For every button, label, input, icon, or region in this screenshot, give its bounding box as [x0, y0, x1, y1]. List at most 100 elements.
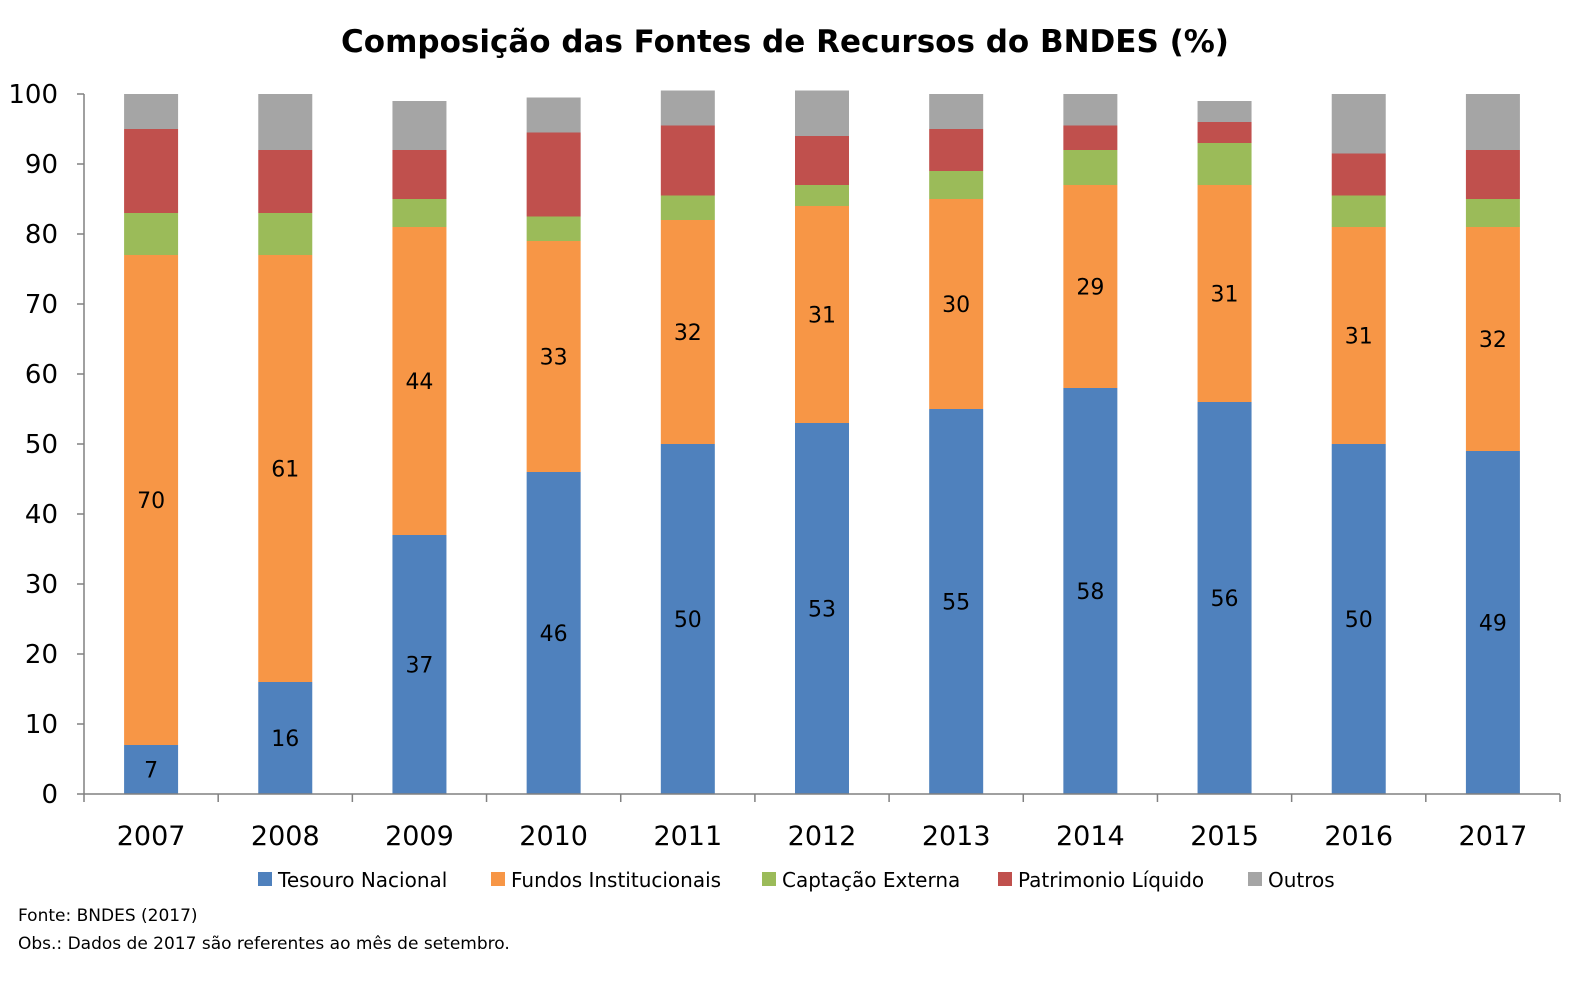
- x-tick-label-2010: 2010: [519, 821, 588, 852]
- x-tick-label-2007: 2007: [117, 821, 186, 852]
- data-label-tesouro-nacional-2007: 7: [144, 759, 158, 784]
- y-tick-label: 0: [41, 780, 58, 810]
- x-tick-label-2011: 2011: [653, 821, 722, 852]
- data-label-tesouro-nacional-2017: 49: [1479, 612, 1507, 637]
- data-label-fundos-institucionais-2014: 29: [1076, 276, 1104, 301]
- y-tick-label: 10: [25, 710, 58, 740]
- legend-swatch-tesouro-nacional: [258, 872, 272, 886]
- legend-swatch-capta-o-externa: [762, 872, 776, 886]
- bar-fundos-institucionais-2014: [1063, 185, 1118, 388]
- y-tick-label: 80: [25, 220, 58, 250]
- y-tick-label: 100: [8, 80, 58, 110]
- legend: Tesouro Nacional Fundos Institucionais Cap…: [258, 868, 1335, 892]
- data-label-fundos-institucionais-2011: 32: [674, 321, 702, 346]
- bars-group: [124, 90, 1520, 794]
- legend-label-fundos-institucionais: Fundos Institucionais: [511, 868, 721, 892]
- legend-label-tesouro-nacional: Tesouro Nacional: [277, 868, 447, 892]
- legend-label-capta-o-externa: Captação Externa: [782, 868, 960, 892]
- data-label-fundos-institucionais-2015: 31: [1211, 283, 1239, 308]
- bar-tesouro-nacional-2017: [1465, 451, 1520, 794]
- data-label-fundos-institucionais-2007: 70: [137, 489, 165, 514]
- bar-outros-2008: [258, 94, 313, 150]
- bar-outros-2013: [929, 94, 984, 129]
- bar-tesouro-nacional-2009: [392, 535, 447, 794]
- bar-outros-2009: [392, 101, 447, 150]
- bar-capta-o-externa-2015: [1197, 143, 1252, 185]
- data-label-tesouro-nacional-2010: 46: [540, 622, 568, 647]
- bar-tesouro-nacional-2016: [1331, 444, 1386, 794]
- data-label-fundos-institucionais-2017: 32: [1479, 328, 1507, 353]
- data-label-tesouro-nacional-2014: 58: [1076, 580, 1104, 605]
- bar-fundos-institucionais-2009: [392, 227, 447, 535]
- bar-capta-o-externa-2016: [1331, 195, 1386, 227]
- data-label-tesouro-nacional-2008: 16: [271, 727, 299, 752]
- bar-capta-o-externa-2017: [1465, 199, 1520, 227]
- bar-patrimonio-l-quido-2017: [1465, 150, 1520, 199]
- data-label-tesouro-nacional-2016: 50: [1345, 608, 1373, 633]
- x-tick-label-2016: 2016: [1324, 821, 1393, 852]
- bar-outros-2012: [795, 90, 849, 136]
- bar-tesouro-nacional-2010: [526, 472, 581, 794]
- bar-capta-o-externa-2012: [795, 185, 849, 206]
- y-tick-label: 60: [25, 360, 58, 390]
- bar-outros-2016: [1331, 94, 1386, 154]
- legend-swatch-patrimonio-l-quido: [998, 872, 1012, 886]
- x-tick-label-2009: 2009: [385, 821, 454, 852]
- y-tick-label: 20: [25, 640, 58, 670]
- bar-outros-2015: [1197, 101, 1252, 122]
- obs-note: Obs.: Dados de 2017 são referentes ao mê…: [18, 934, 510, 954]
- bar-fundos-institucionais-2015: [1197, 185, 1252, 402]
- data-label-tesouro-nacional-2011: 50: [674, 608, 702, 633]
- bar-capta-o-externa-2009: [392, 199, 447, 227]
- x-tick-label-2012: 2012: [788, 821, 857, 852]
- data-label-tesouro-nacional-2013: 55: [942, 591, 970, 616]
- bar-outros-2014: [1063, 94, 1118, 126]
- x-tick-label-2008: 2008: [251, 821, 320, 852]
- y-tick-label: 30: [25, 570, 58, 600]
- bar-patrimonio-l-quido-2014: [1063, 125, 1118, 150]
- bar-fundos-institucionais-2013: [929, 199, 984, 409]
- bar-patrimonio-l-quido-2013: [929, 129, 984, 171]
- x-tick-label-2017: 2017: [1459, 821, 1528, 852]
- bar-patrimonio-l-quido-2012: [795, 136, 849, 185]
- y-tick-label: 70: [25, 290, 58, 320]
- bar-patrimonio-l-quido-2011: [660, 125, 715, 196]
- bar-patrimonio-l-quido-2015: [1197, 122, 1252, 143]
- legend-label-outros: Outros: [1268, 868, 1335, 892]
- chart-title: Composição das Fontes de Recursos do BND…: [341, 24, 1229, 60]
- bar-capta-o-externa-2007: [124, 213, 179, 255]
- bar-outros-2011: [660, 90, 715, 126]
- y-tick-label: 40: [25, 500, 58, 530]
- bar-patrimonio-l-quido-2007: [124, 129, 179, 213]
- x-tick-label-2013: 2013: [922, 821, 991, 852]
- bar-fundos-institucionais-2008: [258, 255, 313, 682]
- data-label-tesouro-nacional-2012: 53: [808, 598, 836, 623]
- bar-tesouro-nacional-2011: [660, 444, 715, 794]
- bar-capta-o-externa-2014: [1063, 150, 1118, 185]
- bar-tesouro-nacional-2008: [258, 682, 313, 794]
- bar-fundos-institucionais-2016: [1331, 227, 1386, 444]
- bar-tesouro-nacional-2013: [929, 409, 984, 794]
- bar-tesouro-nacional-2014: [1063, 388, 1118, 794]
- data-labels-group: 7 70 16 61 37 44 46 33 50 32 53 31 55 30 58 29 56 31 50 31 4…: [137, 276, 1507, 784]
- bar-fundos-institucionais-2011: [660, 220, 715, 444]
- data-label-fundos-institucionais-2013: 30: [942, 293, 970, 318]
- legend-label-patrimonio-l-quido: Patrimonio Líquido: [1018, 868, 1204, 892]
- source-note: Fonte: BNDES (2017): [18, 906, 198, 926]
- bar-capta-o-externa-2011: [660, 195, 715, 220]
- x-tick-label-2014: 2014: [1056, 821, 1125, 852]
- bar-fundos-institucionais-2012: [795, 206, 849, 423]
- bar-tesouro-nacional-2015: [1197, 402, 1252, 794]
- bar-fundos-institucionais-2010: [526, 241, 581, 472]
- bar-fundos-institucionais-2007: [124, 255, 179, 745]
- data-label-tesouro-nacional-2015: 56: [1211, 587, 1239, 612]
- bar-outros-2010: [526, 97, 581, 133]
- bar-outros-2017: [1465, 94, 1520, 150]
- bar-fundos-institucionais-2017: [1465, 227, 1520, 451]
- bar-capta-o-externa-2008: [258, 213, 313, 255]
- data-label-fundos-institucionais-2010: 33: [540, 346, 568, 371]
- y-tick-label: 50: [25, 430, 58, 460]
- bar-patrimonio-l-quido-2009: [392, 150, 447, 199]
- bar-capta-o-externa-2013: [929, 171, 984, 199]
